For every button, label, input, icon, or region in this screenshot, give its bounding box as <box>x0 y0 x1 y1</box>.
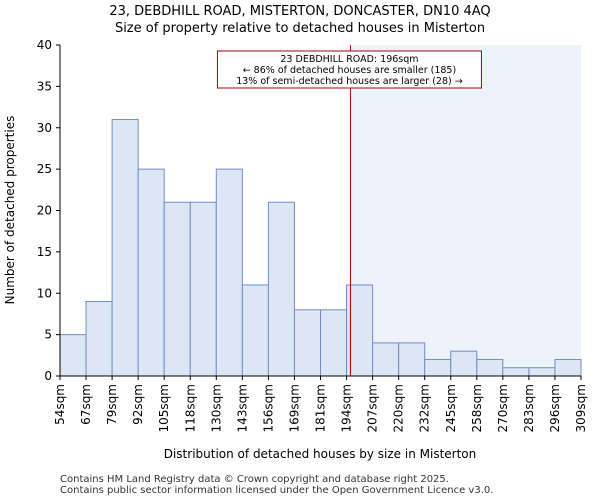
bar <box>215 168 243 377</box>
bar <box>111 118 139 377</box>
chart-subtitle: Size of property relative to detached ho… <box>114 21 486 36</box>
x-axis-label: Distribution of detached houses by size … <box>164 447 477 461</box>
bar <box>137 168 165 377</box>
x-tick-label: 232sqm <box>418 384 432 432</box>
bar <box>424 358 452 377</box>
larger-region-shade <box>350 45 581 376</box>
bar <box>528 367 556 377</box>
bar <box>502 367 530 377</box>
y-tick-label: 30 <box>37 121 52 135</box>
x-tick-label: 118sqm <box>183 384 197 432</box>
bar <box>241 284 269 377</box>
x-tick-label: 92sqm <box>131 384 145 425</box>
x-tick-label: 79sqm <box>105 384 119 425</box>
y-tick-label: 10 <box>37 286 52 300</box>
x-tick-label: 130sqm <box>209 384 223 432</box>
annotation-box <box>216 50 482 89</box>
bar <box>450 350 478 377</box>
bar <box>59 334 87 377</box>
bar <box>554 358 582 377</box>
footer-line-2: Contains public sector information licen… <box>60 485 494 496</box>
bar <box>267 201 295 377</box>
bar <box>293 309 322 377</box>
x-tick-label: 258sqm <box>470 384 484 432</box>
x-tick-label: 105sqm <box>157 384 171 432</box>
y-tick-label: 25 <box>37 162 52 176</box>
y-tick-label: 40 <box>37 38 52 52</box>
x-tick-label: 207sqm <box>366 384 380 432</box>
y-tick-label: 20 <box>37 204 52 218</box>
x-tick-label: 156sqm <box>261 384 275 432</box>
x-tick-label: 54sqm <box>53 384 67 425</box>
x-tick-label: 270sqm <box>496 384 510 432</box>
x-tick-label: 296sqm <box>548 384 562 432</box>
bar <box>320 309 348 377</box>
footer-line-1: Contains HM Land Registry data © Crown c… <box>60 474 449 485</box>
y-tick-label: 5 <box>44 328 52 342</box>
annotation-text: 23 DEBDHILL ROAD: 196sqm <box>280 54 418 65</box>
bar <box>476 358 504 377</box>
y-tick-label: 15 <box>37 245 52 259</box>
x-tick-label: 169sqm <box>287 384 301 432</box>
annotation-text: ← 86% of detached houses are smaller (18… <box>243 65 456 76</box>
annotation-text: 13% of semi-detached houses are larger (… <box>236 76 463 87</box>
y-tick-label: 0 <box>44 369 52 383</box>
x-tick-label: 181sqm <box>314 384 328 432</box>
bar <box>372 342 400 377</box>
y-tick-label: 35 <box>37 79 52 93</box>
x-tick-label: 309sqm <box>574 384 588 432</box>
bar <box>163 201 191 377</box>
bar <box>85 301 113 377</box>
x-tick-label: 283sqm <box>522 384 536 432</box>
x-tick-label: 245sqm <box>444 384 458 432</box>
x-tick-label: 220sqm <box>392 384 406 432</box>
x-tick-label: 143sqm <box>235 384 249 432</box>
bar <box>189 201 217 377</box>
y-axis-label: Number of detached properties <box>3 116 17 305</box>
chart-title: 23, DEBDHILL ROAD, MISTERTON, DONCASTER,… <box>109 4 491 19</box>
x-tick-label: 67sqm <box>79 384 93 425</box>
x-tick-label: 194sqm <box>340 384 354 432</box>
bar <box>398 342 426 377</box>
